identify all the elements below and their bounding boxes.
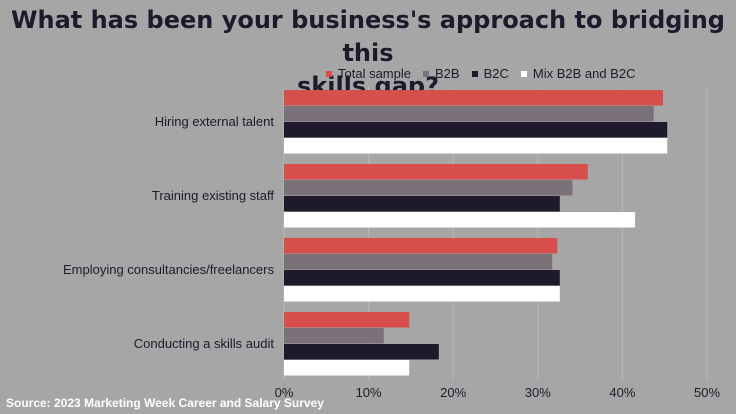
legend-swatch [326, 70, 332, 77]
legend-label: Mix B2B and B2C [532, 66, 636, 81]
legend-label: B2C [483, 66, 509, 81]
bar [284, 254, 553, 270]
bar [284, 196, 560, 212]
chart-legend: Total sample B2B B2C Mix B2B and B2C [326, 66, 635, 81]
bar [284, 238, 558, 254]
bar [284, 270, 560, 286]
x-tick-label: 10% [356, 385, 382, 400]
legend-swatch [520, 70, 527, 77]
chart-title-line-1: What has been your business's approach t… [11, 6, 725, 67]
chart-title: What has been your business's approach t… [0, 4, 736, 103]
x-tick-label: 30% [525, 385, 551, 400]
category-label: Hiring external talent [155, 114, 275, 129]
bar [284, 312, 410, 328]
source-note: Source: 2023 Marketing Week Career and S… [6, 396, 324, 410]
x-tick-label: 0% [275, 385, 294, 400]
bar [284, 138, 668, 154]
bar [284, 328, 384, 344]
bar [284, 212, 636, 228]
legend-item: Mix B2B and B2C [520, 66, 636, 81]
bar [284, 180, 573, 196]
x-tick-label: 40% [609, 385, 635, 400]
bar [284, 90, 664, 106]
category-label: Employing consultancies/freelancers [63, 262, 274, 277]
legend-swatch [471, 70, 478, 77]
category-label: Conducting a skills audit [134, 336, 275, 351]
legend-item: B2B [422, 66, 460, 81]
category-label: Training existing staff [152, 188, 275, 203]
legend-item: B2C [471, 66, 509, 81]
bar [284, 122, 668, 138]
bar [284, 106, 654, 122]
bar [284, 164, 588, 180]
bar [284, 344, 439, 360]
legend-label: Total sample [338, 66, 411, 81]
legend-item: Total sample [326, 66, 411, 81]
legend-label: B2B [434, 66, 460, 81]
bar [284, 286, 560, 302]
x-tick-label: 50% [694, 385, 720, 400]
x-tick-label: 20% [440, 385, 466, 400]
legend-swatch [422, 70, 429, 77]
bar [284, 360, 410, 376]
